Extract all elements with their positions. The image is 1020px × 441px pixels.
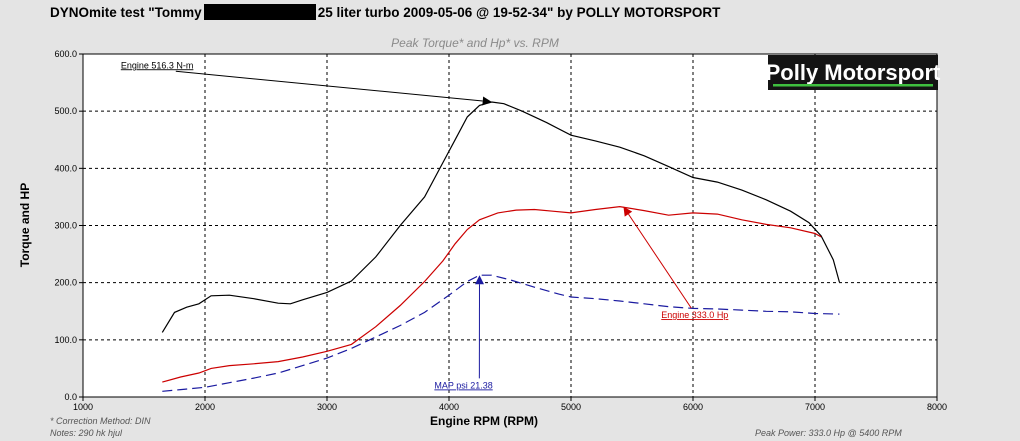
series-lines	[161, 101, 840, 392]
y-axis-label: Torque and HP	[18, 182, 32, 268]
y-tick-label: 400.0	[54, 163, 77, 173]
annotation-leader-line	[175, 70, 483, 102]
y-tick-label: 100.0	[54, 335, 77, 345]
logo-accent-bar	[773, 84, 933, 87]
y-tick-label: 200.0	[54, 278, 77, 288]
y-tick-label: 300.0	[54, 221, 77, 231]
engine-n-m-line	[161, 101, 840, 333]
x-axis-ticks: 1000 2000 3000 4000 5000 6000 7000 8000	[73, 397, 947, 412]
title-prefix: DYNOmite test "Tommy	[50, 4, 202, 20]
chart-title-header: DYNOmite test "Tommy 25 liter turbo 2009…	[50, 3, 720, 21]
x-tick-label: 8000	[927, 402, 947, 412]
polly-motorsport-logo: Polly Motorsport	[766, 55, 941, 90]
chart-subtitle: Peak Torque* and Hp* vs. RPM	[391, 36, 559, 50]
correction-method-note: * Correction Method: DIN	[50, 416, 151, 426]
peak-annotation-label: MAP psi 21.38	[434, 380, 492, 390]
x-tick-label: 4000	[439, 402, 459, 412]
x-tick-label: 1000	[73, 402, 93, 412]
annotation-arrowhead	[482, 96, 492, 106]
title-suffix: 25 liter turbo 2009-05-06 @ 19-52-34" by…	[317, 4, 721, 20]
annotation-leader-line	[628, 213, 692, 309]
y-tick-label: 0.0	[64, 392, 77, 402]
x-tick-label: 3000	[317, 402, 337, 412]
grid-lines	[83, 54, 937, 397]
annotation-arrowhead	[623, 206, 633, 217]
x-tick-label: 6000	[683, 402, 703, 412]
peak-annotation-label: Engine 333.0 Hp	[661, 310, 728, 320]
x-tick-label: 7000	[805, 402, 825, 412]
x-axis-label: Engine RPM (RPM)	[430, 414, 538, 428]
y-tick-label: 500.0	[54, 106, 77, 116]
map-psi-line	[162, 274, 840, 392]
y-tick-label: 600.0	[54, 49, 77, 59]
annotation-arrowhead	[474, 275, 484, 285]
y-axis-ticks: 0.0 100.0 200.0 300.0 400.0 500.0 600.0	[54, 49, 83, 402]
logo-text: Polly Motorsport	[766, 60, 941, 85]
peak-power-text: Peak Power: 333.0 Hp @ 5400 RPM	[755, 428, 902, 438]
engine-hp-line	[162, 205, 822, 383]
annotations: Engine 516.3 N-m Engine 333.0 Hp MAP psi 2…	[121, 60, 729, 390]
redacted-name-block	[203, 4, 316, 20]
x-tick-label: 5000	[561, 402, 581, 412]
peak-annotation-label: Engine 516.3 N-m	[121, 60, 194, 70]
x-tick-label: 2000	[195, 402, 215, 412]
notes-text: Notes: 290 hk hjul	[50, 428, 123, 438]
